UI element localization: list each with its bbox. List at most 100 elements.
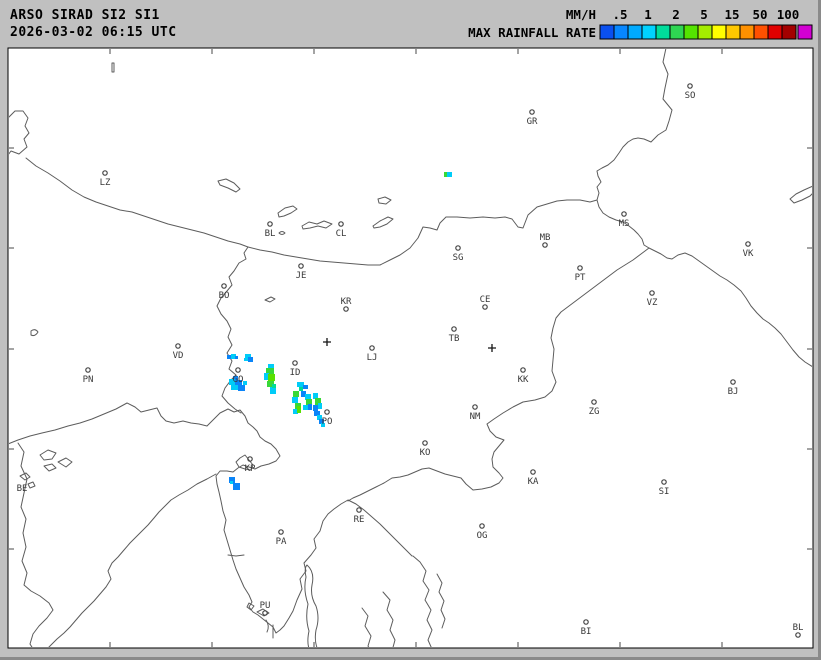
- station-label: LZ: [100, 178, 111, 188]
- legend-color-bar: [599, 24, 813, 40]
- station-dot: [262, 610, 268, 616]
- station-marker-ms: MS: [619, 211, 630, 229]
- window-shadow-bottom: [0, 657, 821, 660]
- country-border-path: [25, 157, 249, 248]
- station-marker-bl: BL: [265, 221, 276, 239]
- radar-echo-layer: [227, 172, 452, 490]
- station-marker-gr: GR: [527, 109, 538, 127]
- radar-echo-cell: [229, 477, 235, 483]
- station-dot: [175, 343, 181, 349]
- radar-echo-cell: [297, 406, 301, 413]
- station-label: CL: [336, 229, 347, 239]
- station-dot: [338, 221, 344, 227]
- station-dot: [221, 283, 227, 289]
- station-dot: [745, 241, 751, 247]
- graticule-tick-layer: [9, 49, 812, 647]
- coastline-path: [9, 402, 413, 634]
- station-marker-pa: PA: [276, 529, 287, 547]
- radar-echo-cell: [248, 357, 253, 362]
- radar-echo-cell: [292, 397, 298, 403]
- station-dot: [687, 83, 693, 89]
- legend-color-cell: [697, 24, 713, 40]
- radar-echo-cell: [268, 364, 274, 368]
- legend-tick-label: 100: [777, 7, 800, 22]
- terrain-detail-path: [19, 472, 31, 481]
- radar-echo-cell: [230, 481, 233, 484]
- station-dot: [102, 170, 108, 176]
- station-label: MS: [619, 219, 630, 229]
- station-marker-vz: VZ: [647, 290, 658, 308]
- station-marker-vd: VD: [173, 343, 183, 361]
- radar-echo-cell: [319, 419, 324, 424]
- station-label: NM: [470, 412, 481, 422]
- coastline-path: [256, 608, 270, 617]
- legend-color-cell: [613, 24, 629, 40]
- radar-echo-cell: [233, 376, 238, 380]
- station-label: BL: [265, 229, 276, 239]
- station-label: ID: [290, 368, 301, 378]
- legend-color-cell: [627, 24, 643, 40]
- station-marker-si: SI: [659, 479, 669, 497]
- radar-echo-cell: [303, 405, 308, 410]
- legend-tick-label: 2: [672, 7, 680, 22]
- station-label: KK: [518, 375, 529, 385]
- radar-echo-cell: [321, 423, 325, 427]
- terrain-detail-path: [39, 449, 57, 461]
- border-layer: [9, 49, 812, 502]
- station-marker-sg: SG: [453, 245, 463, 263]
- radar-site-layer: [323, 338, 496, 352]
- legend-color-cell: [599, 24, 615, 40]
- station-dot: [482, 304, 488, 310]
- country-border-path: [216, 246, 249, 414]
- station-dot: [577, 265, 583, 271]
- radar-echo-cell: [308, 404, 312, 410]
- station-marker-go: GO: [233, 367, 243, 385]
- terrain-detail-path: [217, 178, 241, 193]
- radar-echo-cell: [238, 385, 245, 391]
- legend-color-cell: [725, 24, 741, 40]
- station-dot: [356, 507, 362, 513]
- radar-echo-cell: [235, 380, 242, 385]
- radar-echo-cell: [444, 172, 447, 177]
- coastline-path: [17, 442, 54, 647]
- radar-echo-cell: [272, 384, 276, 388]
- radar-echo-cell: [231, 354, 236, 359]
- radar-echo-cell: [267, 381, 274, 387]
- station-dot: [479, 523, 485, 529]
- station-label: OG: [477, 531, 488, 541]
- terrain-detail-path: [111, 62, 115, 73]
- coastline-path: [382, 591, 396, 647]
- radar-echo-cell: [243, 381, 247, 385]
- station-dot: [369, 345, 375, 351]
- coastline-path: [265, 619, 269, 633]
- terrain-detail-path: [264, 296, 276, 303]
- station-dot: [343, 306, 349, 312]
- product-title: ARSO SIRAD SI2 SI1: [10, 8, 160, 23]
- station-dot: [730, 379, 736, 385]
- station-marker-pn: PN: [83, 367, 93, 385]
- station-dot: [247, 456, 253, 462]
- radar-echo-cell: [299, 387, 303, 391]
- radar-echo-cell: [293, 409, 298, 414]
- country-border-path: [596, 137, 639, 201]
- station-marker-kp: KP: [245, 456, 256, 474]
- coastline-path: [304, 564, 319, 647]
- legend-tick-label: 1: [644, 7, 652, 22]
- station-marker-pt: PT: [575, 265, 586, 283]
- map-frame: [7, 47, 814, 649]
- radar-echo-cell: [227, 355, 231, 359]
- station-dot: [520, 367, 526, 373]
- coastline-path: [436, 573, 446, 629]
- radar-echo-cell: [315, 398, 321, 406]
- legend-color-cell: [641, 24, 657, 40]
- radar-echo-cell: [314, 411, 320, 416]
- country-border-path: [637, 49, 673, 143]
- station-marker-bl: BL: [793, 623, 803, 638]
- radar-site-cross: [323, 338, 331, 346]
- radar-echo-cell: [264, 373, 269, 380]
- radar-echo-cell: [297, 382, 304, 387]
- station-label: JE: [296, 271, 307, 281]
- legend-color-cell: [711, 24, 727, 40]
- station-dot: [292, 360, 298, 366]
